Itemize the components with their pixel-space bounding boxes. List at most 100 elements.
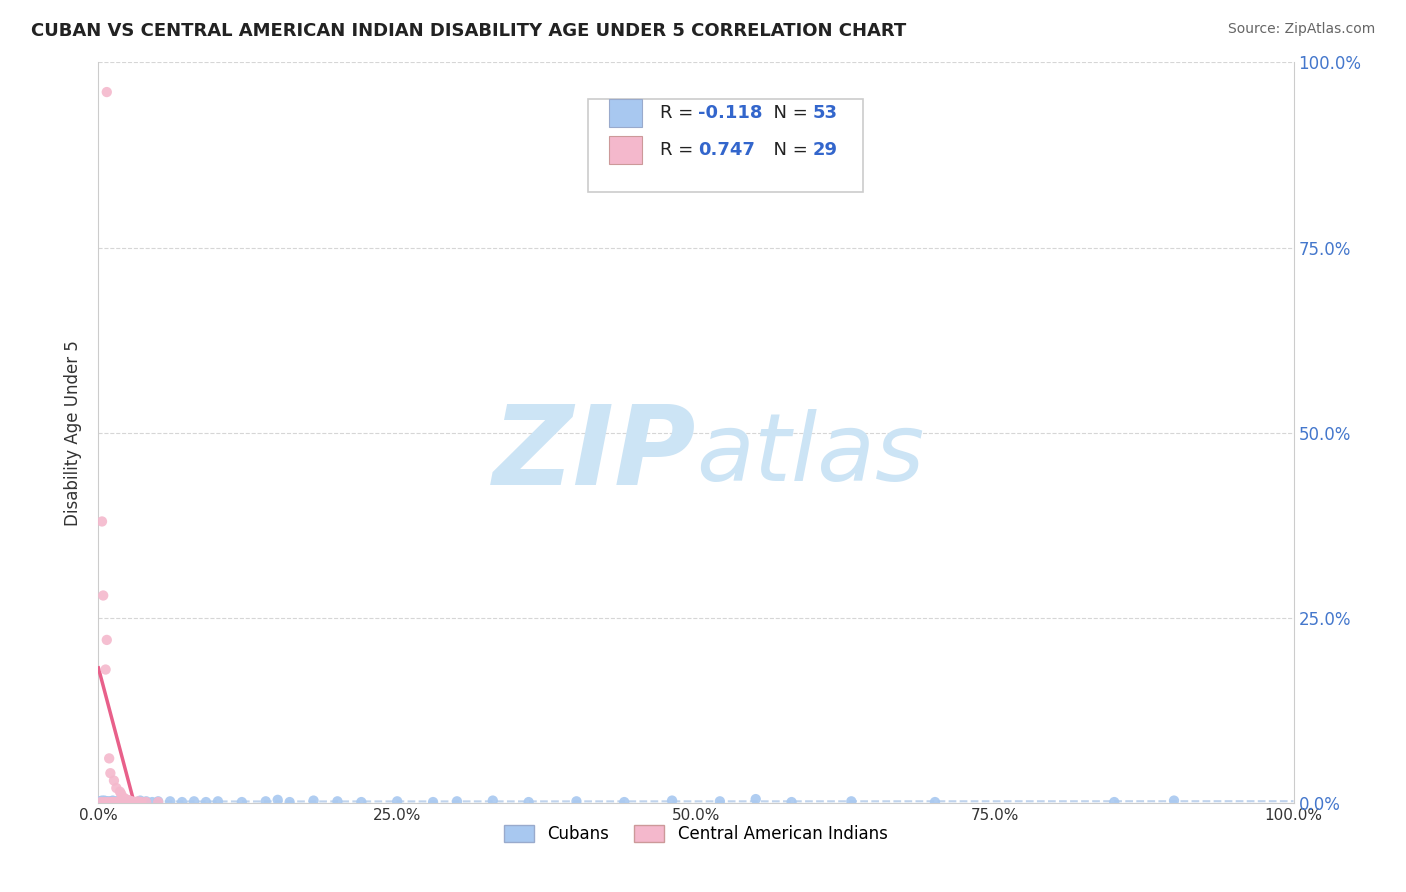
Point (117, 794, 139, 808)
Point (97, 795, 120, 809)
Text: CUBAN VS CENTRAL AMERICAN INDIAN DISABILITY AGE UNDER 5 CORRELATION CHART: CUBAN VS CENTRAL AMERICAN INDIAN DISABIL… (31, 22, 907, 40)
Point (326, 794, 349, 808)
Point (661, 794, 683, 808)
Point (745, 792, 768, 806)
Point (108, 794, 131, 808)
Point (94, 663, 117, 677)
Point (93, 795, 115, 809)
Point (103, 795, 125, 809)
Point (107, 795, 129, 809)
Text: atlas: atlas (696, 409, 924, 500)
Point (207, 794, 229, 808)
Point (709, 794, 731, 808)
Point (114, 795, 136, 809)
Point (118, 794, 141, 808)
Point (135, 794, 157, 808)
FancyBboxPatch shape (589, 99, 863, 192)
Text: Source: ZipAtlas.com: Source: ZipAtlas.com (1227, 22, 1375, 37)
Point (195, 795, 218, 809)
Text: 29: 29 (813, 141, 838, 159)
FancyBboxPatch shape (609, 136, 643, 164)
Point (98, 794, 121, 808)
Point (131, 795, 153, 809)
Point (96, 794, 118, 808)
Point (96, 632, 118, 647)
Point (148, 795, 170, 809)
Point (91, 515, 114, 529)
Text: N =: N = (762, 103, 813, 122)
Text: 53: 53 (813, 103, 838, 122)
Point (254, 794, 277, 808)
Point (350, 795, 373, 809)
Point (91, 794, 114, 808)
Point (96, 85, 118, 99)
Point (101, 794, 124, 808)
Point (107, 795, 129, 809)
Point (117, 794, 139, 808)
Point (422, 795, 444, 809)
Point (111, 794, 134, 808)
Point (172, 795, 194, 809)
Point (183, 794, 205, 808)
Point (124, 795, 146, 809)
Point (89, 794, 111, 808)
Point (127, 794, 149, 808)
Point (107, 795, 129, 809)
Point (517, 795, 540, 809)
Point (446, 794, 468, 808)
Point (94, 794, 117, 808)
Point (98, 751, 121, 765)
Point (93, 795, 115, 809)
Point (100, 794, 122, 808)
Point (91, 794, 114, 808)
Point (93, 794, 115, 808)
FancyBboxPatch shape (609, 99, 643, 127)
Point (110, 787, 132, 801)
Point (97, 795, 120, 809)
Point (302, 794, 325, 808)
Point (159, 794, 181, 808)
Point (141, 795, 163, 809)
Point (98, 795, 122, 809)
Text: ZIP: ZIP (492, 401, 696, 508)
Point (841, 794, 863, 808)
Point (148, 794, 170, 808)
Point (90, 795, 112, 809)
Point (231, 795, 253, 809)
Point (1104, 795, 1126, 809)
Point (104, 795, 127, 809)
Point (924, 795, 946, 809)
Point (114, 791, 136, 805)
Point (98, 766, 122, 780)
Y-axis label: Disability Age Under 5: Disability Age Under 5 (65, 340, 83, 525)
Point (481, 794, 505, 808)
Point (565, 794, 588, 808)
Point (105, 794, 128, 808)
Point (780, 795, 803, 809)
Text: N =: N = (762, 141, 813, 159)
Point (278, 795, 301, 809)
Point (100, 795, 122, 809)
Text: 0.747: 0.747 (699, 141, 755, 159)
Point (124, 795, 146, 809)
Point (101, 795, 124, 809)
Point (121, 794, 143, 808)
Legend: Cubans, Central American Indians: Cubans, Central American Indians (498, 819, 894, 850)
Point (108, 785, 131, 799)
Point (1163, 794, 1185, 808)
Point (385, 794, 409, 808)
Point (103, 773, 125, 788)
Point (91, 795, 114, 809)
Point (105, 780, 128, 795)
Point (267, 793, 290, 807)
Point (91, 589, 114, 603)
Text: R =: R = (661, 141, 699, 159)
Point (90, 795, 112, 809)
Point (613, 795, 636, 809)
Point (111, 789, 134, 804)
Text: R =: R = (661, 103, 699, 122)
Point (129, 794, 152, 808)
Point (115, 793, 138, 807)
Text: -0.118: -0.118 (699, 103, 763, 122)
Point (135, 795, 157, 809)
